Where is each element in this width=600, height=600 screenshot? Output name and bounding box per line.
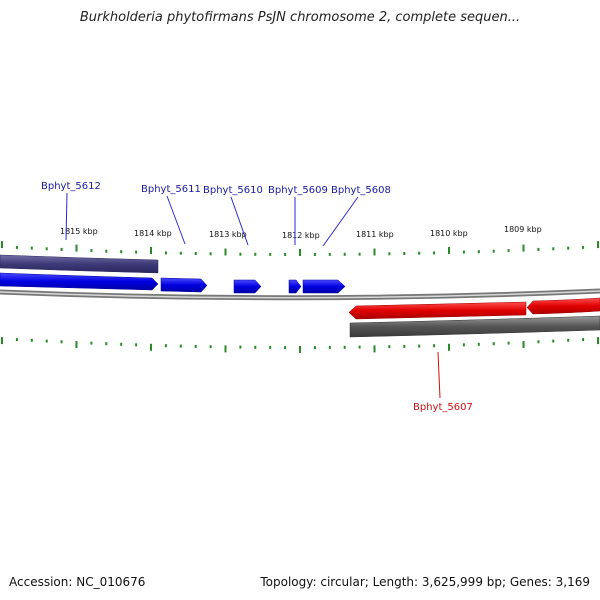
backbone-inner	[0, 290, 600, 299]
tick-marks-bottom	[1, 337, 599, 353]
map-title: Burkholderia phytofirmans PsJN chromosom…	[79, 10, 521, 25]
tick-label: 1813 kbp	[209, 230, 247, 239]
gene-arrow-bphyt-5610[interactable]	[233, 279, 262, 294]
gene-arrow-bphyt-5607[interactable]	[348, 301, 527, 320]
tick-label: 1814 kbp	[134, 229, 172, 238]
gene-arrow-reverse-partial[interactable]	[526, 297, 600, 315]
tick-label: 1811 kbp	[356, 230, 394, 239]
tick-label: 1809 kbp	[504, 225, 542, 234]
gene-label-bphyt-5607[interactable]: Bphyt_5607	[413, 402, 473, 413]
gene-label-bphyt-5611[interactable]: Bphyt_5611	[141, 184, 201, 195]
gene-label-bphyt-5608[interactable]: Bphyt_5608	[331, 185, 391, 196]
tick-label: 1812 kbp	[282, 231, 320, 240]
reverse-strand-band	[349, 315, 600, 338]
accession-text: Accession: NC_010676	[9, 575, 146, 589]
tick-label: 1815 kbp	[60, 227, 98, 236]
gene-label-bphyt-5609[interactable]: Bphyt_5609	[268, 185, 328, 196]
gene-arrow-bphyt-5612[interactable]	[0, 272, 159, 291]
forward-strand-band	[0, 254, 159, 274]
sequence-summary-text: Topology: circular; Length: 3,625,999 bp…	[260, 575, 590, 589]
tick-marks-top	[1, 241, 599, 256]
gene-arrow-bphyt-5608[interactable]	[302, 279, 346, 294]
gene-label-bphyt-5610[interactable]: Bphyt_5610	[203, 185, 263, 196]
label-leader-lines	[65, 192, 441, 399]
gene-label-bphyt-5612[interactable]: Bphyt_5612	[41, 181, 101, 192]
tick-label: 1810 kbp	[430, 229, 468, 238]
gene-arrow-bphyt-5611[interactable]	[160, 277, 208, 293]
gene-arrow-bphyt-5609[interactable]	[288, 279, 302, 294]
